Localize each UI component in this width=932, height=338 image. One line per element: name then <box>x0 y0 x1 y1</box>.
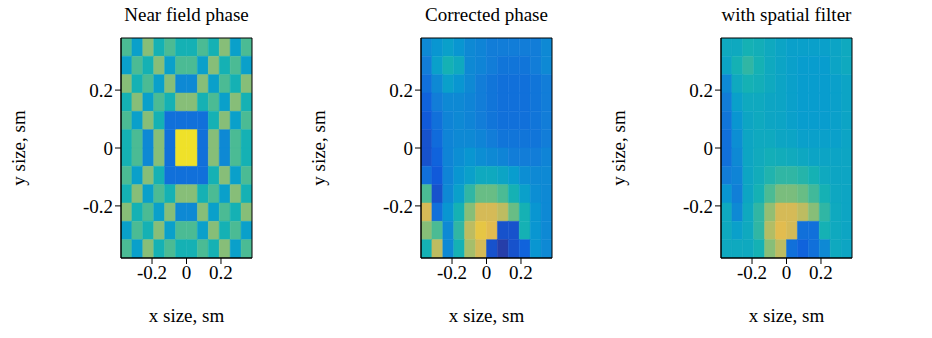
svg-text:y size, sm: y size, sm <box>608 110 629 186</box>
svg-text:x size, sm: x size, sm <box>149 305 225 326</box>
svg-text:0: 0 <box>482 262 492 283</box>
svg-text:0: 0 <box>104 138 114 159</box>
html-text:Corrected phase: Corrected phase <box>425 4 548 25</box>
svg-text:0.2: 0.2 <box>509 262 533 283</box>
svg-text:-0.2: -0.2 <box>83 196 113 217</box>
svg-text:-0.2: -0.2 <box>383 196 413 217</box>
svg-text:-0.2: -0.2 <box>683 196 713 217</box>
svg-text:-0.2: -0.2 <box>737 262 767 283</box>
svg-text:x size, sm: x size, sm <box>749 305 825 326</box>
svg-text:0.2: 0.2 <box>389 80 413 101</box>
svg-text:0: 0 <box>182 262 192 283</box>
html-text:Near field phase: Near field phase <box>124 4 249 25</box>
svg-text:0.2: 0.2 <box>809 262 833 283</box>
svg-text:y size, sm: y size, sm <box>308 110 329 186</box>
svg-text:0: 0 <box>404 138 414 159</box>
svg-text:-0.2: -0.2 <box>437 262 467 283</box>
svg-text:0.2: 0.2 <box>209 262 233 283</box>
html-text:with spatial filter: with spatial filter <box>721 4 852 25</box>
svg-text:0: 0 <box>782 262 792 283</box>
svg-text:y size, sm: y size, sm <box>8 110 29 186</box>
svg-text:x size, sm: x size, sm <box>449 305 525 326</box>
svg-text:0.2: 0.2 <box>89 80 113 101</box>
svg-text:0.2: 0.2 <box>689 80 713 101</box>
svg-text:-0.2: -0.2 <box>137 262 167 283</box>
svg-text:0: 0 <box>704 138 714 159</box>
